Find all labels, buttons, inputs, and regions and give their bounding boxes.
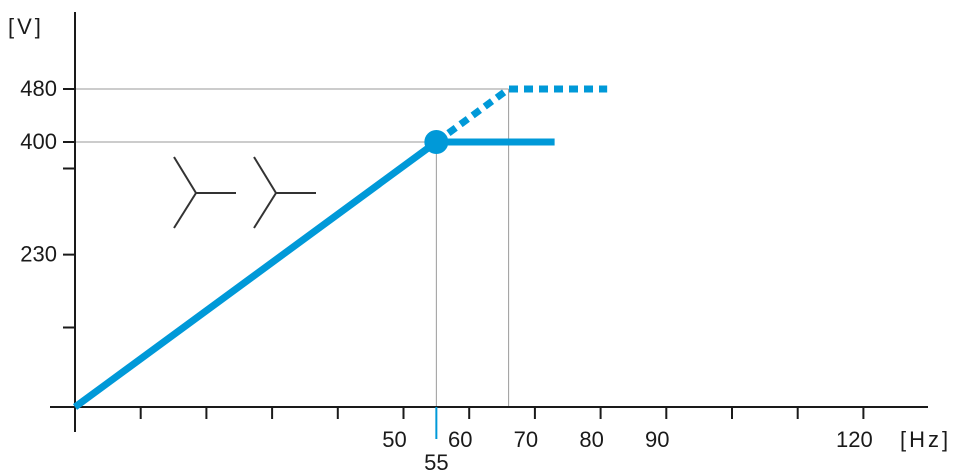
x-tick-label: 120 <box>836 427 873 452</box>
data-series <box>72 85 608 410</box>
axis-ticks <box>63 88 865 439</box>
highlight-point <box>424 130 449 154</box>
wye-symbol-icon <box>253 156 316 229</box>
x-tick-label: 90 <box>645 427 669 452</box>
axes <box>50 12 928 432</box>
wye-symbol-icon <box>173 156 236 229</box>
solid-series-line <box>72 138 555 410</box>
y-axis-label: [V] <box>8 14 44 39</box>
x-tick-label: 80 <box>579 427 603 452</box>
wye-symbols <box>173 156 316 229</box>
x-tick-label: 60 <box>448 427 472 452</box>
y-tick-label: 230 <box>20 242 57 267</box>
y-tick-label: 480 <box>20 76 57 101</box>
y-tick-label: 400 <box>20 129 57 154</box>
tick-labels: 50 60 70 80 90 120 230 400 480 55 <box>20 76 872 475</box>
highlight-x-label: 55 <box>424 450 448 475</box>
x-tick-label: 50 <box>382 427 406 452</box>
x-tick-label: 70 <box>514 427 538 452</box>
x-axis-label: [Hz] <box>900 427 951 452</box>
dotted-series-line <box>434 85 608 145</box>
